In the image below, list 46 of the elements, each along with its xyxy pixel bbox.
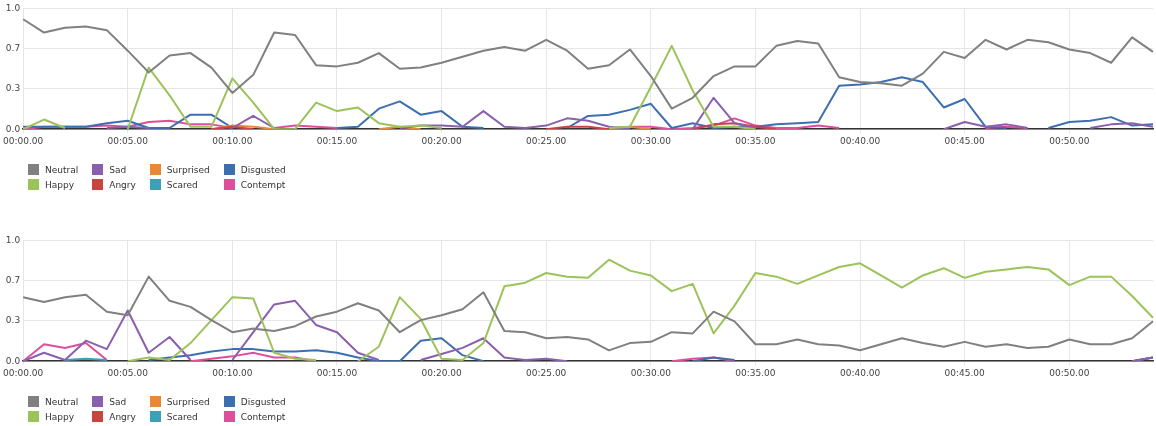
x-tick-label: 00:50.00 (1049, 135, 1090, 146)
x-tick-label: 00:40.00 (839, 135, 881, 146)
legend-label: Surprised (166, 396, 210, 407)
x-tick-label: 00:10.00 (212, 367, 253, 378)
legend-label: Happy (45, 411, 75, 422)
legend-label: Scared (166, 179, 198, 190)
y-tick-label: 0.0 (5, 355, 21, 366)
legend-label: Happy (45, 179, 75, 190)
legend-label: Surprised (166, 164, 210, 175)
x-tick-label: 00:15.00 (316, 367, 358, 378)
legend-label: Sad (109, 164, 127, 175)
legend-label: Contempt (240, 411, 286, 422)
y-tick-label: 0.3 (5, 83, 21, 94)
x-tick-label: 00:20.00 (421, 135, 462, 146)
legend-label: Neutral (45, 396, 79, 407)
x-tick-label: 00:25.00 (526, 367, 567, 378)
x-tick-label: 00:00.00 (3, 367, 44, 378)
x-tick-label: 00:30.00 (630, 135, 672, 146)
x-tick-label: 00:15.00 (316, 135, 358, 146)
x-tick-label: 00:05.00 (107, 135, 149, 146)
legend-label: Angry (109, 179, 136, 190)
x-tick-label: 00:35.00 (735, 367, 776, 378)
legend-label: Neutral (45, 164, 79, 175)
y-tick-label: 0.3 (5, 315, 21, 326)
x-tick-label: 00:50.00 (1049, 367, 1090, 378)
x-tick-label: 00:00.00 (3, 135, 44, 146)
y-tick-label: 1.0 (5, 2, 21, 13)
x-tick-label: 00:45.00 (944, 367, 986, 378)
x-tick-label: 00:30.00 (630, 367, 672, 378)
y-tick-label: 1.0 (5, 234, 21, 245)
legend-label: Contempt (240, 179, 286, 190)
legend-label: Angry (109, 411, 136, 422)
x-tick-label: 00:10.00 (212, 135, 253, 146)
legend-label: Scared (166, 411, 198, 422)
y-tick-label: 0.7 (5, 42, 21, 53)
x-tick-label: 00:35.00 (735, 135, 776, 146)
x-tick-label: 00:05.00 (107, 367, 149, 378)
y-tick-label: 0.7 (5, 274, 21, 285)
y-tick-label: 0.0 (5, 123, 21, 134)
legend-label: Disgusted (240, 164, 286, 175)
x-tick-label: 00:40.00 (839, 367, 881, 378)
x-tick-label: 00:20.00 (421, 367, 462, 378)
legend-label: Disgusted (240, 396, 286, 407)
x-tick-label: 00:45.00 (944, 135, 986, 146)
x-tick-label: 00:25.00 (526, 135, 567, 146)
legend-label: Sad (109, 396, 127, 407)
